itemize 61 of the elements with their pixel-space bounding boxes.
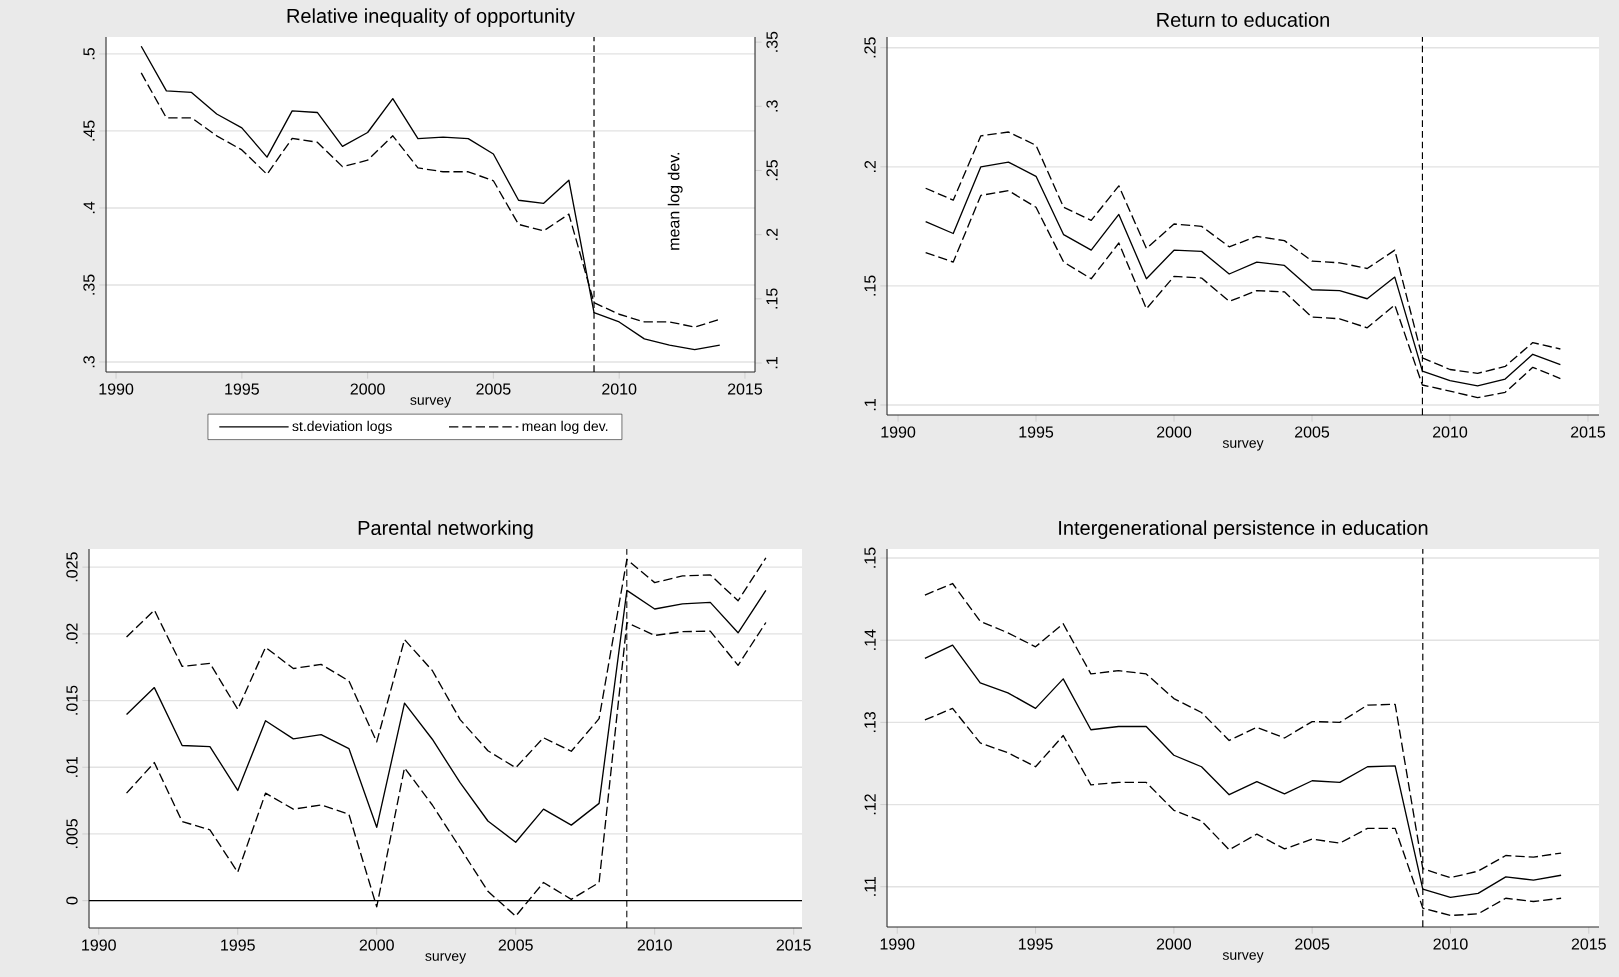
x-tick-label: 1990 bbox=[881, 426, 916, 438]
x-tick-label: 1995 bbox=[1019, 426, 1054, 438]
y-tick-label: .015 bbox=[66, 685, 78, 715]
x-tick-label: 2000 bbox=[359, 939, 394, 951]
x-tick-label: 2000 bbox=[350, 383, 385, 395]
x-tick-label: 2010 bbox=[1433, 938, 1468, 950]
y-tick-label: .2 bbox=[864, 160, 876, 173]
y-tick-label: .11 bbox=[864, 876, 876, 896]
y-tick-label: .5 bbox=[83, 47, 95, 60]
x-tick-label: 1995 bbox=[225, 383, 259, 395]
x-axis-title: survey bbox=[410, 397, 452, 408]
y-tick-label: .3 bbox=[83, 356, 95, 368]
x-tick-label: 2010 bbox=[602, 383, 637, 395]
y-tick-label: .005 bbox=[66, 819, 78, 849]
x-tick-label: 1990 bbox=[82, 939, 116, 951]
y-tick-label: .025 bbox=[66, 552, 78, 582]
x-tick-label: 2015 bbox=[1571, 938, 1606, 950]
chart-title: Parental networking bbox=[358, 520, 533, 539]
y2-tick-label: .2 bbox=[766, 228, 778, 240]
y2-tick-label: .25 bbox=[766, 160, 778, 181]
chart-title: Intergenerational persistence in education bbox=[1059, 520, 1428, 539]
x-tick-label: 2015 bbox=[776, 939, 811, 951]
y-tick-label: .12 bbox=[864, 794, 876, 815]
x-tick-label: 1990 bbox=[880, 938, 915, 950]
y-tick-label: .15 bbox=[864, 547, 876, 568]
x-axis-title: survey bbox=[425, 953, 467, 964]
x-tick-label: 2010 bbox=[637, 939, 672, 951]
y2-tick-label: .15 bbox=[766, 288, 778, 309]
legend-label: mean log dev. bbox=[522, 420, 608, 434]
y-tick-label: .13 bbox=[864, 711, 876, 733]
x-tick-label: 1990 bbox=[99, 383, 134, 395]
legend-label: st.deviation logs bbox=[292, 420, 392, 434]
x-tick-label: 2005 bbox=[476, 383, 511, 395]
y-tick-label: .15 bbox=[864, 275, 876, 296]
y-tick-label: .02 bbox=[66, 623, 78, 644]
x-tick-label: 2015 bbox=[1570, 426, 1606, 438]
y2-tick-label: .35 bbox=[766, 31, 778, 52]
y-tick-label: .25 bbox=[864, 37, 876, 58]
x-tick-label: 2015 bbox=[727, 383, 763, 395]
x-tick-label: 2000 bbox=[1157, 426, 1192, 438]
y-tick-label: 0 bbox=[66, 896, 78, 905]
x-tick-label: 1995 bbox=[221, 939, 255, 951]
y-tick-label: .35 bbox=[83, 274, 95, 295]
y2-tick-label: .1 bbox=[766, 357, 778, 369]
y-tick-label: .45 bbox=[83, 120, 95, 141]
x-axis-title: survey bbox=[1222, 952, 1264, 963]
x-axis-title: survey bbox=[1222, 440, 1264, 451]
chart-title: Return to education bbox=[1157, 12, 1329, 27]
x-tick-label: 2000 bbox=[1156, 938, 1192, 950]
y-tick-label: .1 bbox=[864, 399, 876, 411]
x-tick-label: 1995 bbox=[1018, 938, 1053, 950]
x-tick-label: 2005 bbox=[1295, 426, 1330, 438]
y2-tick-label: .3 bbox=[766, 100, 778, 112]
y-tick-label: .14 bbox=[864, 629, 876, 650]
x-tick-label: 2010 bbox=[1432, 426, 1468, 438]
chart-title: Relative inequality of opportunity bbox=[287, 8, 575, 27]
y-tick-label: .01 bbox=[66, 756, 78, 777]
y-tick-label: .4 bbox=[83, 201, 95, 214]
y2-axis-title: mean log dev. bbox=[667, 152, 683, 250]
x-tick-label: 2005 bbox=[498, 939, 533, 951]
x-tick-label: 2005 bbox=[1295, 938, 1330, 950]
